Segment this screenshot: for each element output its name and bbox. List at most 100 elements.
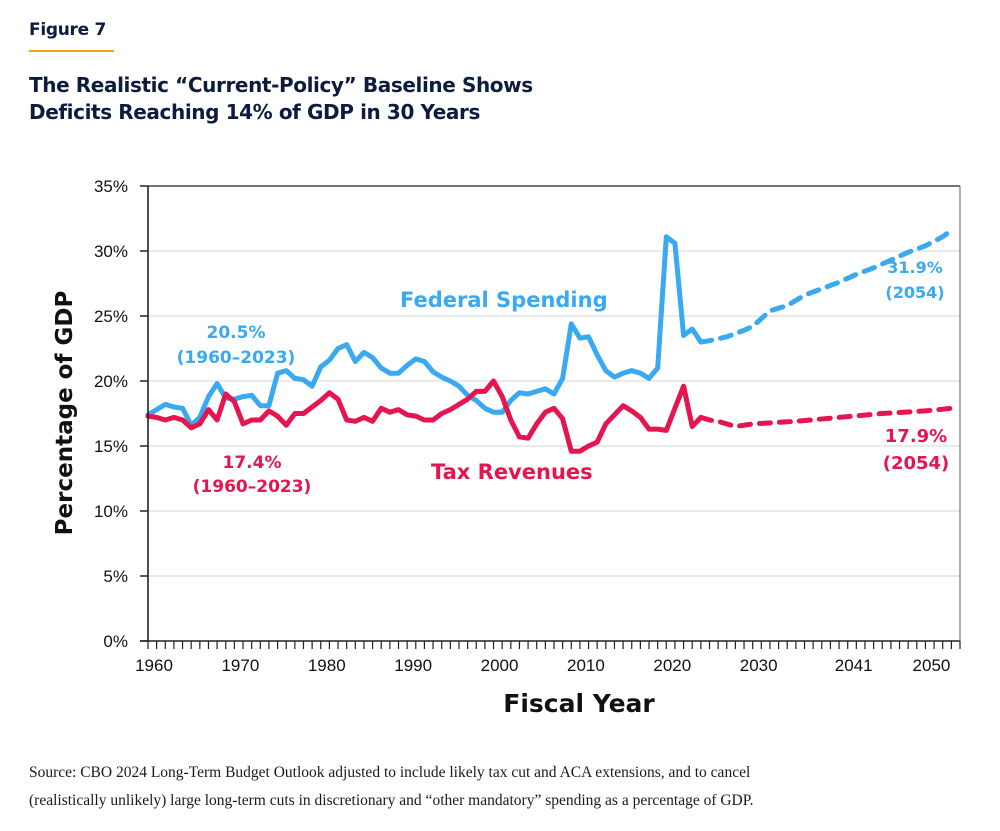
data-point-tax-revenues — [405, 413, 409, 417]
data-point-tax-revenues — [379, 406, 383, 410]
data-point-tax-revenues-projection — [949, 406, 953, 410]
data-point-federal-spending-projection — [949, 228, 953, 232]
data-point-federal-spending-projection — [742, 328, 746, 332]
revenues-average-value: 17.4% — [223, 453, 282, 473]
data-point-federal-spending — [422, 360, 426, 364]
data-point-tax-revenues — [241, 422, 245, 426]
data-point-tax-revenues — [181, 418, 185, 422]
y-tick-label: 15% — [94, 437, 128, 456]
data-point-tax-revenues — [578, 449, 582, 453]
data-point-tax-revenues — [414, 414, 418, 418]
data-point-federal-spending-projection — [785, 304, 789, 308]
spending-average-value: 20.5% — [207, 323, 266, 343]
y-tick-label: 35% — [94, 177, 128, 196]
source-note: Source: CBO 2024 Long-Term Budget Outloo… — [29, 759, 979, 815]
data-point-tax-revenues — [682, 384, 686, 388]
y-tick-label: 10% — [94, 502, 128, 521]
data-point-federal-spending — [561, 376, 565, 380]
revenues-average-period: (1960–2023) — [193, 477, 312, 497]
data-point-federal-spending-projection — [768, 309, 772, 313]
data-point-tax-revenues — [362, 415, 366, 419]
data-point-tax-revenues-projection — [733, 425, 737, 429]
data-point-federal-spending — [181, 406, 185, 410]
data-point-tax-revenues — [371, 419, 375, 423]
data-point-tax-revenues-projection — [923, 409, 927, 413]
data-point-tax-revenues — [664, 428, 668, 432]
data-point-federal-spending-projection — [854, 272, 858, 276]
data-point-tax-revenues — [267, 409, 271, 413]
data-point-federal-spending — [414, 357, 418, 361]
data-point-tax-revenues — [656, 427, 660, 431]
data-point-federal-spending — [353, 360, 357, 364]
data-point-federal-spending-projection — [837, 280, 841, 284]
data-point-tax-revenues — [258, 418, 262, 422]
x-tick-label: 1990 — [394, 656, 432, 675]
data-point-federal-spending — [587, 335, 591, 339]
series-line-federal-spending — [145, 234, 704, 428]
data-point-federal-spending — [638, 371, 642, 375]
data-point-tax-revenues — [500, 395, 504, 399]
data-point-federal-spending — [345, 343, 349, 347]
data-point-federal-spending — [388, 371, 392, 375]
data-point-tax-revenues — [612, 413, 616, 417]
data-point-federal-spending — [500, 410, 504, 414]
data-point-federal-spending — [682, 334, 686, 338]
x-tick-label: 2050 — [913, 656, 951, 675]
data-point-tax-revenues — [440, 412, 444, 416]
data-point-federal-spending-projection — [923, 244, 927, 248]
data-point-federal-spending — [293, 376, 297, 380]
series-line-tax-revenues-projection — [698, 405, 954, 429]
data-point-federal-spending — [448, 379, 452, 383]
data-point-federal-spending — [206, 395, 210, 399]
data-point-tax-revenues — [215, 418, 219, 422]
data-point-federal-spending — [483, 406, 487, 410]
data-point-tax-revenues — [448, 408, 452, 412]
data-point-tax-revenues-projection — [837, 415, 841, 419]
tick-labels: 0% 5% 10% 15% 20% 25% 30% 35% 1960 1970 1980 1990 20… — [94, 177, 950, 675]
figure-label-underline — [29, 50, 114, 52]
data-point-federal-spending-projection — [725, 335, 729, 339]
x-tick-label: 2000 — [481, 656, 519, 675]
data-point-federal-spending — [630, 369, 634, 373]
y-tick-label: 30% — [94, 242, 128, 261]
data-point-federal-spending — [284, 369, 288, 373]
data-point-tax-revenues — [336, 397, 340, 401]
data-point-federal-spending — [552, 392, 556, 396]
data-point-tax-revenues — [310, 405, 314, 409]
data-point-tax-revenues — [673, 406, 677, 410]
data-point-tax-revenues-projection — [880, 412, 884, 416]
data-point-tax-revenues — [189, 426, 193, 430]
data-point-tax-revenues — [517, 435, 521, 439]
data-point-federal-spending — [431, 370, 435, 374]
data-point-federal-spending — [163, 402, 167, 406]
data-point-tax-revenues — [293, 412, 297, 416]
data-point-tax-revenues — [319, 399, 323, 403]
data-point-federal-spending-projection — [707, 339, 711, 343]
data-point-federal-spending — [397, 371, 401, 375]
x-tick-label: 1960 — [135, 656, 173, 675]
data-point-tax-revenues — [535, 422, 539, 426]
data-point-federal-spending — [535, 389, 539, 393]
data-point-federal-spending — [578, 336, 582, 340]
data-point-federal-spending — [327, 358, 331, 362]
data-point-tax-revenues — [604, 422, 608, 426]
data-point-federal-spending — [405, 363, 409, 367]
data-point-tax-revenues — [543, 410, 547, 414]
data-point-tax-revenues — [431, 418, 435, 422]
data-point-federal-spending-projection — [941, 235, 945, 239]
data-point-federal-spending — [569, 322, 573, 326]
series-lines — [145, 227, 954, 454]
data-point-tax-revenues — [509, 418, 513, 422]
y-tick-label: 20% — [94, 372, 128, 391]
data-point-federal-spending-projection — [803, 293, 807, 297]
data-point-federal-spending — [319, 365, 323, 369]
data-point-tax-revenues — [198, 422, 202, 426]
data-point-federal-spending — [267, 404, 271, 408]
data-point-tax-revenues — [552, 406, 556, 410]
data-point-federal-spending-projection — [906, 250, 910, 254]
chart-title: The Realistic “Current-Policy” Baseline … — [29, 72, 533, 126]
data-point-federal-spending — [371, 356, 375, 360]
data-point-tax-revenues — [492, 379, 496, 383]
axes — [140, 185, 961, 649]
